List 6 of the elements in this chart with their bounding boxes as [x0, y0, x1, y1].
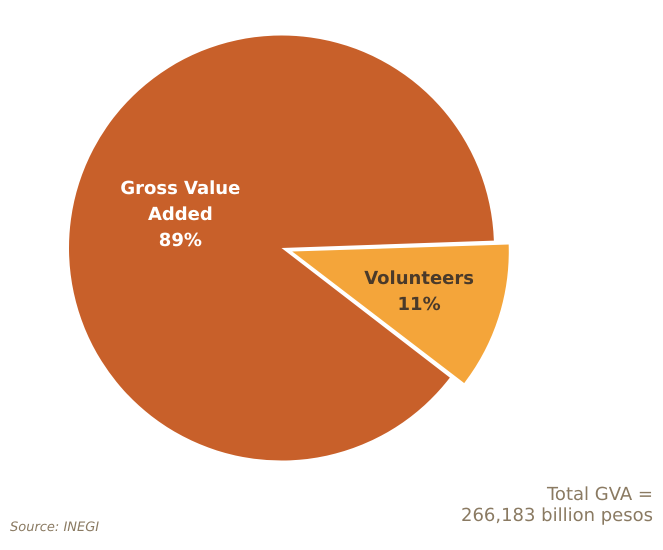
slice-label: Gross Value Added [120, 178, 240, 226]
data-label: 89% [158, 230, 202, 252]
slice-label: Volunteers [364, 268, 474, 289]
text: Total GVA = 266,183 billion pesos [461, 484, 653, 526]
source-note: Source: INEGI [10, 520, 100, 535]
data-label: 11% [398, 294, 441, 315]
